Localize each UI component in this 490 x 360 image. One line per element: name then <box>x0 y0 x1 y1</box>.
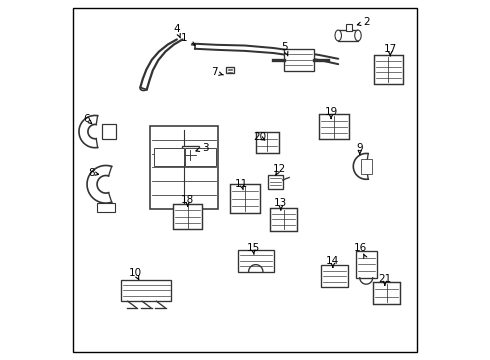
Bar <box>319 114 349 139</box>
Bar <box>346 24 352 31</box>
Ellipse shape <box>335 30 342 41</box>
Text: 14: 14 <box>326 256 340 266</box>
Bar <box>361 159 371 174</box>
Bar <box>269 175 283 189</box>
Bar <box>256 132 279 153</box>
Bar <box>150 126 218 209</box>
Text: 1: 1 <box>181 33 187 43</box>
Bar <box>181 146 199 164</box>
Bar <box>373 282 400 304</box>
Bar <box>321 265 348 287</box>
Ellipse shape <box>355 30 361 41</box>
Text: 8: 8 <box>88 168 95 178</box>
Bar <box>338 30 358 41</box>
Text: 11: 11 <box>235 179 248 189</box>
Bar <box>173 204 202 229</box>
Text: 10: 10 <box>129 268 142 278</box>
Bar <box>102 124 116 139</box>
Text: 5: 5 <box>281 42 288 52</box>
Text: 16: 16 <box>354 243 368 253</box>
Bar <box>270 208 297 231</box>
Bar <box>238 249 274 272</box>
Bar <box>153 148 184 166</box>
Text: 13: 13 <box>274 198 288 208</box>
Bar <box>284 49 314 71</box>
Text: 3: 3 <box>202 143 209 153</box>
Text: 2: 2 <box>364 17 370 27</box>
Text: 17: 17 <box>384 44 397 54</box>
Text: 20: 20 <box>253 132 266 142</box>
Text: 4: 4 <box>173 24 180 35</box>
Bar <box>122 280 172 301</box>
Bar <box>97 203 115 212</box>
Text: 6: 6 <box>83 114 90 124</box>
Bar <box>230 184 260 213</box>
Text: 18: 18 <box>181 195 194 205</box>
Bar <box>374 55 403 84</box>
Bar <box>185 148 216 166</box>
Text: 7: 7 <box>211 67 218 77</box>
Text: 21: 21 <box>378 274 392 284</box>
Text: 15: 15 <box>246 243 260 253</box>
Bar <box>226 67 234 73</box>
Bar <box>356 251 377 278</box>
Text: 9: 9 <box>356 143 363 153</box>
Text: 12: 12 <box>272 164 286 174</box>
Text: 19: 19 <box>324 107 338 117</box>
